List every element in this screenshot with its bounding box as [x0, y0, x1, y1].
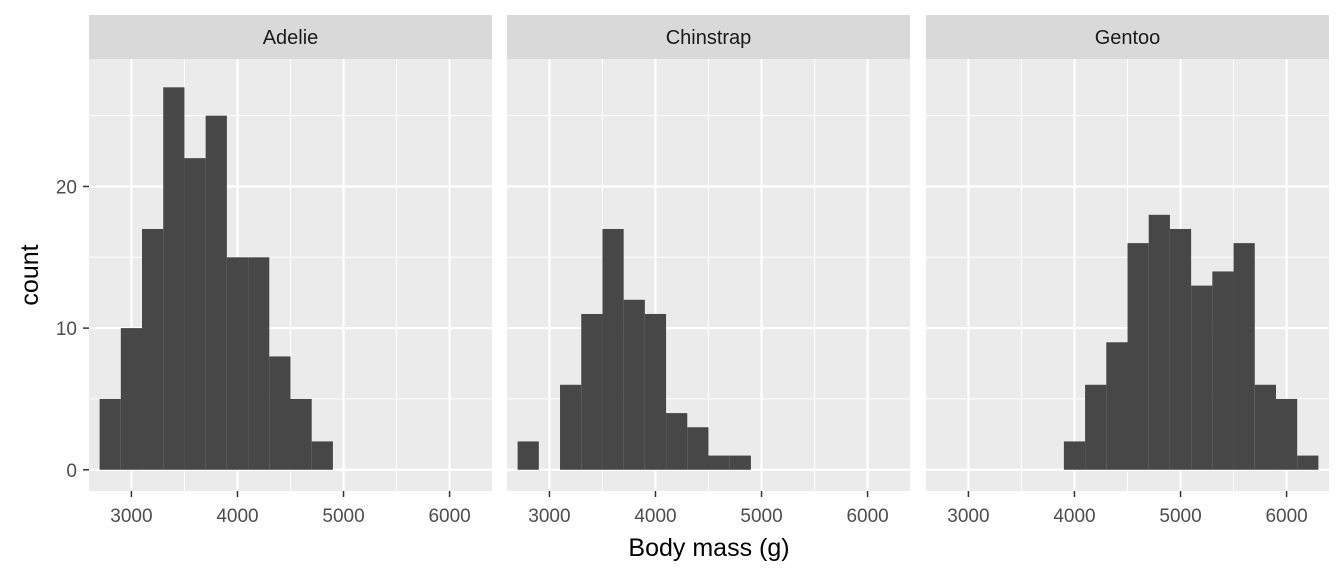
histogram-bar: [602, 228, 624, 470]
histogram-bar: [1212, 271, 1234, 470]
histogram-bar: [1063, 441, 1086, 470]
x-tick-label: 3000: [947, 506, 989, 527]
facet-panel-adelie: Adelie 3000 4000 5000 6000: [89, 15, 492, 527]
facet-panels: Adelie 3000 4000 5000 6000 Chinstrap 3000 4000 5…: [89, 15, 1329, 527]
histogram-bar: [120, 328, 143, 470]
y-tick-label: 0: [66, 461, 77, 482]
histogram-bar: [1254, 384, 1276, 470]
histogram-bar: [1127, 243, 1149, 470]
histogram-bar: [687, 427, 709, 470]
histogram-bar: [184, 158, 206, 470]
histogram-bar: [99, 398, 121, 470]
facet-strip-label: Chinstrap: [666, 27, 752, 49]
x-tick-label: 5000: [322, 506, 364, 527]
histogram-bars: [99, 87, 333, 470]
histogram-bar: [1085, 384, 1107, 470]
x-axis: 3000 4000 5000 6000: [110, 491, 471, 527]
x-axis-title: Body mass (g): [628, 534, 789, 562]
x-tick-label: 3000: [110, 506, 152, 527]
x-tick-label: 3000: [528, 506, 570, 527]
histogram-bar: [1148, 214, 1170, 470]
histogram-bar: [708, 455, 730, 470]
histogram-bar: [205, 115, 227, 470]
facet-strip-label: Gentoo: [1095, 27, 1161, 49]
facet-panel-gentoo: Gentoo 3000 4000 5000 6000: [926, 15, 1329, 527]
x-tick-label: 5000: [740, 506, 782, 527]
histogram-bar: [248, 257, 270, 470]
histogram-bar: [729, 455, 751, 470]
histogram-bar: [517, 441, 539, 470]
histogram-bar: [142, 228, 164, 470]
facet-strip: [507, 15, 910, 59]
histogram-bar: [226, 257, 249, 470]
x-axis: 3000 4000 5000 6000: [947, 491, 1308, 527]
histogram-bar: [1297, 455, 1319, 470]
facet-strip: [89, 15, 492, 59]
facet-panel-chinstrap: Chinstrap 3000 4000 5000 6000: [507, 15, 910, 527]
histogram-bar: [1169, 228, 1192, 470]
histogram-bars: [517, 228, 751, 470]
histogram-bar: [560, 384, 582, 470]
x-tick-label: 5000: [1159, 506, 1201, 527]
y-tick-label: 20: [56, 177, 77, 198]
histogram-bars: [1063, 214, 1319, 470]
histogram-bar: [666, 413, 688, 470]
y-tick-label: 10: [56, 319, 77, 340]
y-axis-title: count: [16, 244, 44, 305]
x-tick-label: 6000: [846, 506, 888, 527]
histogram-bar: [644, 313, 667, 470]
histogram-bar: [1275, 398, 1298, 470]
histogram-bar: [581, 313, 603, 470]
facet-strip-label: Adelie: [263, 27, 319, 49]
histogram-bar: [269, 356, 291, 470]
y-axis: 0 10 20: [56, 177, 89, 482]
histogram-bar: [623, 299, 645, 470]
x-tick-label: 4000: [634, 506, 676, 527]
x-axis: 3000 4000 5000 6000: [528, 491, 889, 527]
histogram-bar: [1191, 285, 1213, 470]
facet-strip: [926, 15, 1329, 59]
histogram-bar: [311, 441, 333, 470]
x-tick-label: 4000: [1053, 506, 1095, 527]
x-tick-label: 4000: [216, 506, 258, 527]
x-tick-label: 6000: [1265, 506, 1307, 527]
histogram-bar: [163, 87, 185, 470]
histogram-bar: [1233, 243, 1255, 470]
histogram-bar: [1106, 342, 1128, 470]
histogram-bar: [290, 398, 312, 470]
x-tick-label: 6000: [428, 506, 470, 527]
